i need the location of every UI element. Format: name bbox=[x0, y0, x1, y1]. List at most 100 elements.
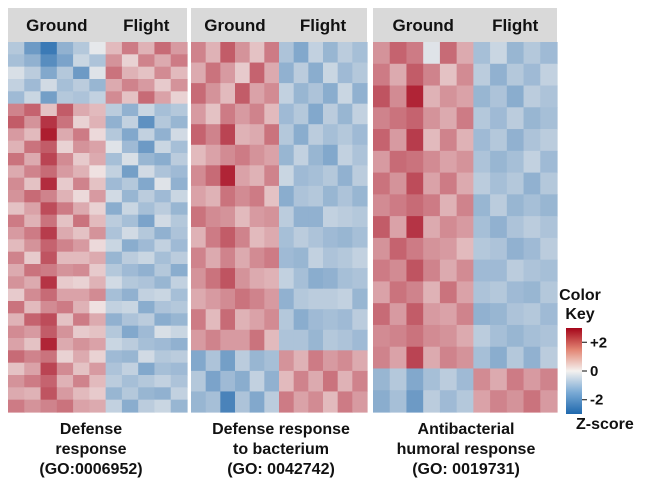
heatmap-cell bbox=[154, 276, 172, 290]
heatmap-cell bbox=[352, 391, 368, 413]
heatmap-cell bbox=[56, 202, 74, 216]
heatmap-cell bbox=[323, 42, 339, 64]
heatmap-cell bbox=[337, 350, 353, 372]
heatmap-cell bbox=[138, 202, 156, 216]
heatmap-cell bbox=[24, 79, 42, 92]
heatmap-cell bbox=[121, 79, 139, 92]
heatmap-cell bbox=[24, 66, 42, 80]
heatmap-cell bbox=[56, 239, 74, 253]
heatmap-cell bbox=[279, 309, 295, 331]
heatmap-cell bbox=[105, 116, 123, 129]
heatmap-cell bbox=[8, 140, 25, 154]
heatmap-cell bbox=[138, 350, 156, 364]
color-key-tick-label: -2 bbox=[590, 392, 603, 409]
heatmap-cell bbox=[24, 177, 42, 191]
heatmap-cell bbox=[40, 239, 58, 253]
heatmap-cell bbox=[8, 116, 25, 129]
heatmap-cell bbox=[73, 313, 90, 327]
heatmap-cell bbox=[456, 129, 474, 152]
heatmap-cell bbox=[154, 165, 172, 179]
heatmap-cell bbox=[121, 276, 139, 290]
heatmap-cell bbox=[191, 185, 207, 208]
heatmap-cell bbox=[406, 129, 424, 152]
heatmap-cell bbox=[89, 325, 107, 339]
heatmap-cell bbox=[406, 42, 424, 65]
heatmap-cell bbox=[337, 83, 353, 105]
heatmap-cell bbox=[389, 259, 408, 283]
heatmap-cell bbox=[8, 91, 25, 105]
heatmap-cell bbox=[121, 202, 139, 216]
heatmap-cell bbox=[337, 227, 353, 249]
heatmap-cell bbox=[373, 259, 391, 283]
heatmap-cell bbox=[205, 370, 221, 393]
heatmap-cell bbox=[220, 62, 236, 84]
heatmap-cell bbox=[293, 42, 309, 64]
heatmap-cell bbox=[40, 227, 58, 240]
heatmap-cell bbox=[105, 338, 123, 351]
heatmap-cell bbox=[389, 216, 408, 239]
heatmap-cell bbox=[337, 268, 353, 290]
heatmap-cell bbox=[24, 362, 42, 376]
heatmap-cell bbox=[220, 185, 236, 208]
heatmap-cell bbox=[220, 124, 236, 146]
heatmap-cell bbox=[220, 309, 236, 331]
heatmap-cell bbox=[456, 281, 474, 304]
heatmap-cell bbox=[473, 150, 491, 174]
heatmap-cell bbox=[138, 325, 156, 339]
heatmap-cell bbox=[73, 42, 90, 55]
heatmap-cell bbox=[170, 288, 188, 302]
heatmap-cell bbox=[8, 165, 25, 179]
heatmap-cell bbox=[540, 259, 558, 283]
heatmap-cell bbox=[24, 399, 42, 413]
heatmap-cell bbox=[138, 362, 156, 376]
heatmap-cell bbox=[73, 227, 90, 240]
heatmap-cell bbox=[191, 370, 207, 393]
heatmap-cell bbox=[456, 303, 474, 326]
heatmap-cell bbox=[105, 350, 123, 364]
heatmap-cell bbox=[8, 399, 25, 413]
heatmap-cell bbox=[506, 216, 525, 239]
heatmap-cell bbox=[352, 288, 368, 310]
heatmap-cell bbox=[249, 124, 265, 146]
heatmap-cell bbox=[40, 103, 58, 117]
heatmap-cell bbox=[389, 194, 408, 217]
heatmap-cell bbox=[121, 103, 139, 117]
heatmap-cell bbox=[264, 329, 280, 351]
heatmap-cell bbox=[105, 251, 123, 265]
group-label-ground: Ground bbox=[393, 16, 454, 35]
heatmap-cell bbox=[439, 42, 458, 65]
heatmap-cell bbox=[105, 288, 123, 302]
heatmap-cell bbox=[89, 264, 107, 277]
heatmap-cell bbox=[89, 301, 107, 314]
heatmap-cell bbox=[337, 124, 353, 146]
heatmap-cell bbox=[170, 313, 188, 327]
heatmap-cell bbox=[389, 390, 408, 413]
heatmap-cell bbox=[249, 62, 265, 84]
heatmap-cell bbox=[24, 264, 42, 277]
heatmap-cell bbox=[249, 185, 265, 208]
heatmap-cell bbox=[73, 288, 90, 302]
heatmap-cell bbox=[473, 346, 491, 370]
heatmap-cell bbox=[56, 214, 74, 228]
heatmap-cell bbox=[264, 370, 280, 393]
heatmap-cell bbox=[121, 153, 139, 166]
heatmap-cell bbox=[8, 387, 25, 401]
heatmap-cell bbox=[154, 116, 172, 129]
heatmap-cell bbox=[220, 329, 236, 351]
heatmap-cell bbox=[235, 227, 251, 249]
heatmap-cell bbox=[540, 237, 558, 261]
heatmap-cell bbox=[249, 42, 265, 64]
heatmap-cell bbox=[40, 128, 58, 142]
heatmap-cell bbox=[279, 124, 295, 146]
heatmap-cell bbox=[456, 172, 474, 195]
heatmap-cell bbox=[73, 103, 90, 117]
heatmap-cell bbox=[389, 107, 408, 130]
heatmap-cell bbox=[138, 399, 156, 413]
heatmap-cell bbox=[138, 54, 156, 68]
heatmap-cell bbox=[293, 350, 309, 372]
heatmap-cell bbox=[8, 214, 25, 228]
heatmap-cell bbox=[439, 172, 458, 195]
heatmap-cell bbox=[523, 368, 541, 391]
heatmap-cell bbox=[220, 165, 236, 187]
heatmap-cell bbox=[154, 362, 172, 376]
